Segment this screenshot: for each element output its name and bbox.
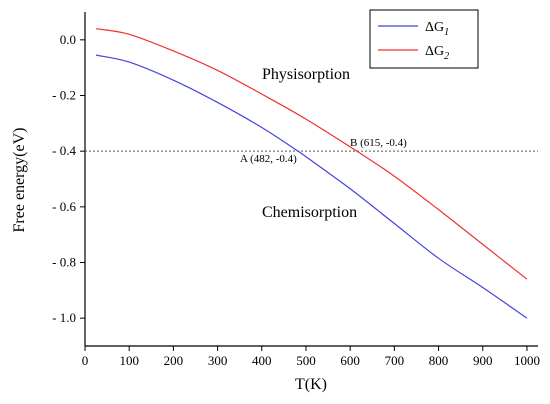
x-tick-label: 600 <box>340 353 360 368</box>
x-tick-label: 700 <box>385 353 405 368</box>
y-tick-label: - 1.0 <box>52 310 76 325</box>
y-tick-label: 0.0 <box>60 32 76 47</box>
plot-area: 0 100 200 300 400 500 600 700 800 900 1000 0.0 - 0.2… <box>52 12 540 368</box>
y-axis-title: Free energy(eV) <box>11 128 28 233</box>
x-tick-label: 800 <box>429 353 449 368</box>
x-tick-label: 300 <box>208 353 228 368</box>
y-tick-label: - 0.8 <box>52 255 76 270</box>
legend-label-base: ΔG <box>425 20 444 35</box>
region-label-chemisorption: Chemisorption <box>262 204 357 221</box>
legend-box <box>369 9 479 69</box>
legend-label-dg1: ΔG1 <box>425 20 449 38</box>
y-tick-label: - 0.2 <box>52 88 76 103</box>
axis-ticks: 0 100 200 300 400 500 600 700 800 900 1000 0.0 - 0.2… <box>52 32 540 368</box>
y-tick-label: - 0.4 <box>52 143 76 158</box>
annotation-point-b: B (615, -0.4) <box>350 137 407 149</box>
region-label-physisorption: Physisorption <box>262 66 350 83</box>
x-axis-title: T(K) <box>295 376 327 393</box>
series-line-dg2 <box>95 28 528 280</box>
x-tick-label: 400 <box>252 353 272 368</box>
legend-label-subscript: 2 <box>444 51 449 62</box>
x-tick-label: 200 <box>164 353 184 368</box>
series-group <box>95 28 528 319</box>
x-tick-label: 100 <box>119 353 139 368</box>
series-line-dg1 <box>95 54 528 319</box>
x-tick-label: 500 <box>296 353 316 368</box>
y-tick-label: - 0.6 <box>52 199 76 214</box>
x-tick-label: 1000 <box>514 353 540 368</box>
legend-label-dg2: ΔG2 <box>425 44 449 62</box>
x-tick-label: 900 <box>473 353 493 368</box>
annotation-point-a: A (482, -0.4) <box>240 153 297 165</box>
legend-label-base: ΔG <box>425 44 444 59</box>
x-tick-label: 0 <box>82 353 89 368</box>
legend-label-subscript: 1 <box>444 27 449 38</box>
